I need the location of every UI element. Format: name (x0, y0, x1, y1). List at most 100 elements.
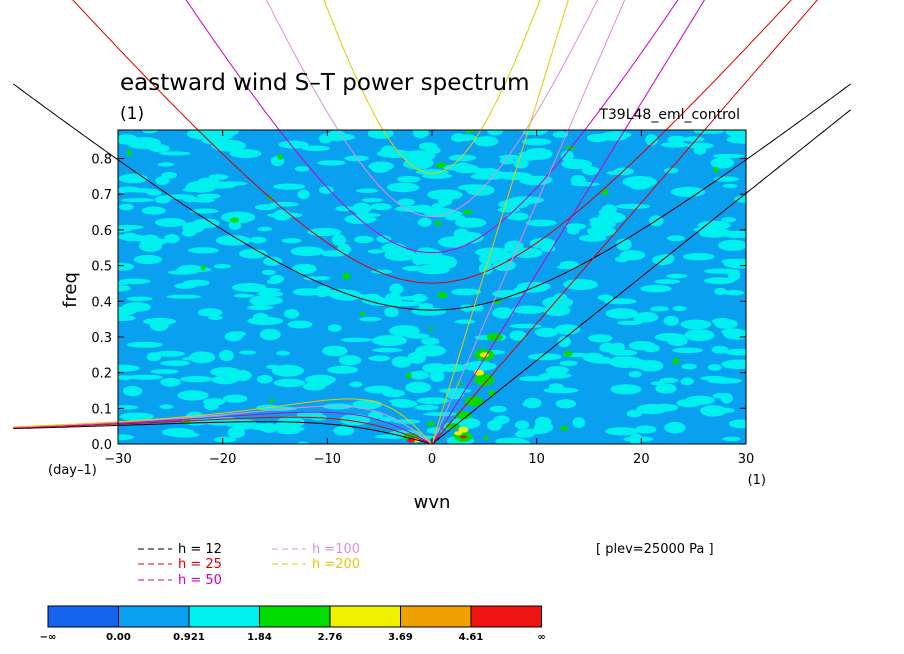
field-patch (276, 350, 290, 356)
field-patch (319, 186, 334, 195)
field-patch (454, 162, 471, 173)
field-patch (389, 325, 420, 337)
field-patch (374, 434, 410, 439)
y-tick-label: 0.5 (91, 260, 112, 275)
field-patch (616, 238, 632, 251)
field-patch (492, 289, 523, 298)
field-patch (277, 154, 284, 160)
field-patch (724, 348, 746, 356)
field-patch (301, 145, 331, 152)
field-patch (437, 236, 470, 248)
field-patch (527, 353, 562, 361)
rossby-curve-h12 (13, 421, 433, 444)
field-patch (421, 337, 440, 346)
field-patch (224, 130, 237, 136)
field-patch (634, 425, 657, 434)
colorbar-label: 0.00 (106, 632, 131, 643)
field-patch (157, 162, 175, 167)
field-patch (178, 264, 203, 272)
field-patch (252, 312, 269, 322)
field-patch (418, 217, 432, 227)
field-patch (296, 441, 310, 444)
field-patch (615, 203, 651, 209)
y-tick-label: 0.4 (91, 295, 112, 310)
field-patch (127, 137, 161, 150)
colorbar-segment (470, 605, 542, 628)
field-patch (655, 383, 677, 394)
inertia-gravity-curve-h200 (323, 0, 541, 174)
field-patch (257, 226, 273, 232)
colorbar-label: ∞ (537, 632, 545, 643)
field-patch (486, 130, 504, 136)
field-patch (429, 370, 445, 382)
field-patch (368, 355, 391, 362)
field-patch (649, 403, 679, 412)
field-patch (734, 195, 746, 203)
field-patch (177, 390, 209, 401)
y-tick-label: 0.3 (91, 331, 112, 346)
inertia-gravity-curve-h25 (72, 0, 792, 284)
field-patch (434, 220, 442, 226)
field-patch (340, 337, 373, 342)
field-patch (118, 375, 134, 380)
field-patch (229, 149, 262, 159)
field-patch (681, 363, 697, 370)
field-patch (450, 288, 482, 296)
field-patch (284, 309, 300, 319)
field-patch (610, 384, 642, 395)
field-patch (141, 206, 166, 215)
colorbar-segment (259, 605, 331, 628)
field-patch (650, 306, 669, 312)
field-patch (126, 296, 153, 301)
kelvin-curve-h100 (431, 0, 626, 444)
colorbar-segment (47, 605, 119, 628)
inertia-gravity-curve-h12 (13, 83, 852, 311)
field-patch (370, 203, 392, 211)
y-axis-label: freq (60, 272, 81, 308)
field-patch (120, 198, 155, 203)
field-patch (315, 285, 329, 298)
field-patch (588, 334, 613, 343)
field-patch (220, 211, 256, 224)
field-patch (274, 425, 305, 433)
field-patch (118, 225, 133, 233)
field-patch (525, 219, 557, 227)
chart-subtitle: (1) (120, 104, 144, 124)
field-patch (601, 188, 608, 196)
field-patch (560, 150, 574, 162)
field-patch (385, 293, 402, 302)
field-patch (257, 291, 284, 297)
field-patch (304, 374, 337, 385)
field-patch (605, 308, 638, 319)
field-patch (521, 285, 548, 291)
field-patch (522, 138, 552, 146)
x-axis-label: wvn (414, 492, 451, 513)
kelvin-curve-h25 (431, 0, 818, 444)
experiment-label: T39L48_eml_control (598, 107, 740, 123)
field-patch (187, 247, 219, 254)
field-patch (158, 151, 191, 156)
field-patch (182, 279, 210, 287)
x-tick-label: −10 (314, 452, 341, 467)
field-patch (411, 293, 427, 303)
field-patch (465, 130, 475, 133)
colorbar-label: 1.84 (247, 632, 272, 643)
legend-label: h =200 (312, 557, 360, 572)
field-patch (565, 223, 587, 230)
field-patch (197, 308, 223, 317)
field-patch (470, 173, 495, 180)
field-patch (666, 273, 688, 279)
field-patch (728, 419, 746, 429)
x-axis-unit: (1) (748, 473, 766, 488)
field-patch (192, 197, 215, 203)
field-patch (155, 176, 170, 186)
field-patch (319, 133, 355, 141)
colorbar-label: 4.61 (459, 632, 484, 643)
field-patch (714, 319, 738, 329)
x-tick-label: 20 (633, 452, 650, 467)
field-patch (314, 276, 330, 281)
field-patch (370, 164, 390, 173)
field-patch (693, 130, 716, 134)
field-patch (718, 239, 746, 251)
